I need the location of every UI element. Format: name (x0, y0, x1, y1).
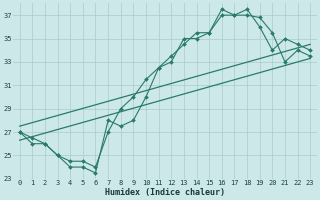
X-axis label: Humidex (Indice chaleur): Humidex (Indice chaleur) (105, 188, 225, 197)
